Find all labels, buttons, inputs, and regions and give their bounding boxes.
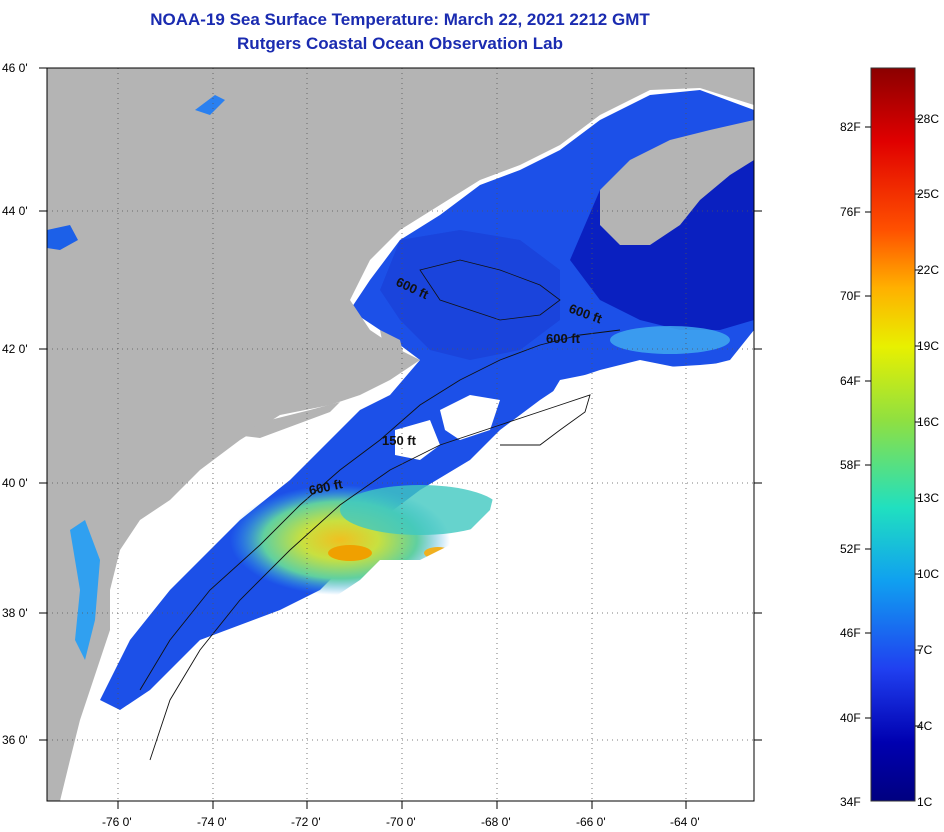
gulf-of-maine-contour [419,259,561,321]
tick-marks [39,67,762,809]
lon-label: -76 0' [102,815,132,829]
lat-label: 46 0' [2,61,28,75]
map-frame [46,67,755,802]
inland-water [47,225,78,250]
celsius-label: 1C [917,795,933,809]
celsius-label: 28C [917,112,939,126]
celsius-label: 4C [917,719,933,733]
contour-label: 600 ft [546,331,581,346]
celsius-label: 19C [917,339,939,353]
lon-label: -64 0' [670,815,700,829]
celsius-label: 16C [917,415,939,429]
lat-label: 38 0' [2,606,28,620]
fahrenheit-label: 58F [840,458,861,472]
lon-label: -68 0' [481,815,511,829]
fahrenheit-label: 76F [840,205,861,219]
land-long-island [235,402,340,438]
fahrenheit-label: 46F [840,626,861,640]
cloud-patch-2 [395,420,440,460]
lat-label: 42 0' [2,342,28,356]
chesapeake-bay [70,520,100,660]
fahrenheit-label: 70F [840,289,861,303]
isobath-contour [139,329,621,691]
contour-label: 150 ft [382,433,417,448]
fahrenheit-label: 34F [840,795,861,809]
lon-label: -66 0' [576,815,606,829]
lon-label: -72 0' [291,815,321,829]
hot-core [328,545,372,561]
fahrenheit-label: 82F [840,120,861,134]
land-nova-scotia [600,120,754,245]
celsius-label: 10C [917,567,939,581]
graticule [47,68,754,801]
inland-water-2 [195,95,225,115]
gulf-stream-filament [340,485,500,535]
fahrenheit-label: 64F [840,374,861,388]
contour-label: 600 ft [308,476,345,498]
lat-label: 44 0' [2,204,28,218]
color-bar-gradient [870,67,916,802]
map-subtitle: Rutgers Coastal Ocean Observation Lab [237,34,563,53]
land-mainland [47,68,754,801]
lon-label: -74 0' [197,815,227,829]
lat-label: 36 0' [2,733,28,747]
celsius-label: 7C [917,643,933,657]
lat-label: 40 0' [2,476,28,490]
celsius-label: 13C [917,491,939,505]
celsius-label: 25C [917,187,939,201]
fahrenheit-label: 52F [840,542,861,556]
colorbar-ticks [865,118,921,727]
celsius-label: 22C [917,263,939,277]
land-cape-cod [380,330,405,370]
cloud-offshore [100,360,754,801]
cloud-patch-1 [440,395,500,440]
map-title: NOAA-19 Sea Surface Temperature: March 2… [150,10,650,29]
fahrenheit-label: 40F [840,711,861,725]
cyan-band [610,326,730,354]
gulf-of-maine-water [380,230,560,360]
lon-label: -70 0' [386,815,416,829]
